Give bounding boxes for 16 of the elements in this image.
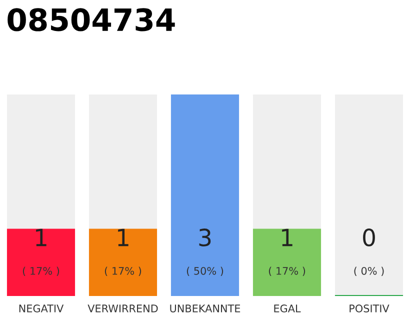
annotation: ( 17% ): [104, 266, 142, 276]
x-tick-label: VERWIRREND: [88, 304, 158, 312]
x-tick-label: EGAL: [274, 304, 301, 312]
x-tick-label: NEGATIV: [19, 304, 64, 312]
annotation: ( 50% ): [186, 266, 224, 276]
annotation: ( 17% ): [268, 266, 306, 276]
x-tick-label: POSITIV: [350, 304, 390, 312]
data-label: 0: [363, 228, 375, 246]
data-label: 1: [36, 228, 46, 246]
annotation: ( 0% ): [354, 266, 384, 276]
x-tick-label: UNBEKANNTE: [170, 304, 240, 312]
data-label: 1: [282, 228, 292, 246]
annotation: ( 17% ): [22, 266, 60, 276]
chart-title: 08504734: [8, 8, 175, 32]
data-label: 3: [199, 228, 211, 246]
data-label: 1: [118, 228, 128, 246]
